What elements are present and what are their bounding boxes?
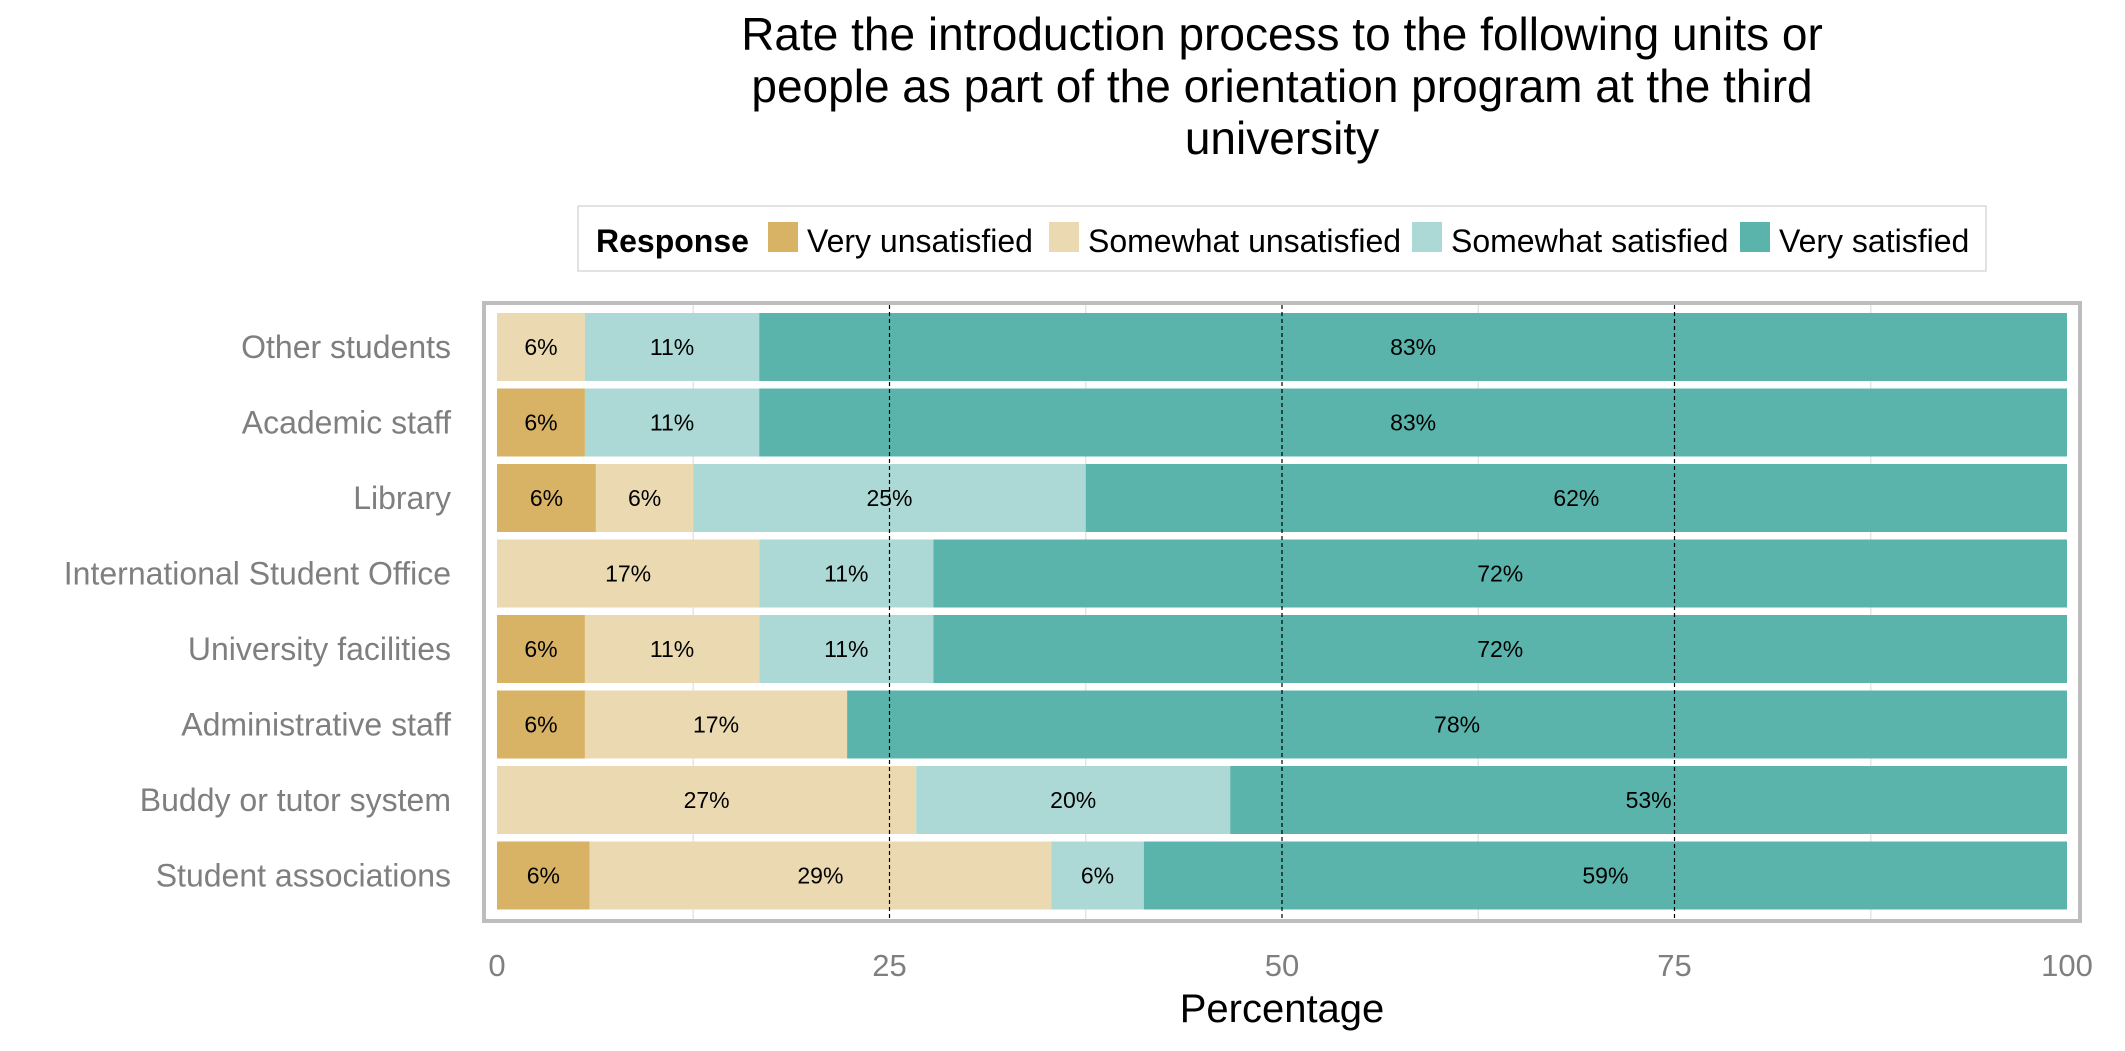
legend: Response Very unsatisfied Somewhat unsati… xyxy=(577,205,1987,272)
data-label: 83% xyxy=(1390,334,1436,360)
data-label: 6% xyxy=(524,410,557,436)
chart-title-line-1: Rate the introduction process to the fol… xyxy=(741,8,1823,60)
data-label: 17% xyxy=(605,561,651,587)
bar-segment xyxy=(595,464,694,532)
data-label: 29% xyxy=(797,863,843,889)
bar-segment xyxy=(847,690,2067,759)
data-label: 6% xyxy=(524,636,557,662)
x-tick-label: 75 xyxy=(1657,948,1691,983)
data-label: 6% xyxy=(524,712,557,738)
legend-label: Somewhat unsatisfied xyxy=(1088,223,1401,259)
bar-segment xyxy=(759,388,2068,457)
data-label: 11% xyxy=(650,334,694,360)
bar-segment xyxy=(497,539,760,608)
data-label: 6% xyxy=(527,863,560,889)
category-label: University facilities xyxy=(188,631,451,667)
data-label: 62% xyxy=(1553,485,1599,511)
category-label: Buddy or tutor system xyxy=(140,782,451,818)
bar-segment xyxy=(1051,841,1144,910)
bar-segment xyxy=(759,313,2068,381)
panel-border xyxy=(482,301,2082,923)
data-label: 17% xyxy=(693,712,739,738)
legend-label: Very unsatisfied xyxy=(807,223,1033,259)
data-label: 53% xyxy=(1626,787,1672,813)
bar-segment xyxy=(497,841,590,910)
data-label: 59% xyxy=(1582,863,1628,889)
x-axis-title: Percentage xyxy=(1180,987,1385,1031)
bar-segment xyxy=(584,313,760,381)
bar-segment xyxy=(584,615,760,683)
chart-title-line-3: university xyxy=(1185,112,1379,164)
bar-segment xyxy=(933,615,2068,683)
data-label: 72% xyxy=(1477,561,1523,587)
bar-segment xyxy=(497,313,585,381)
bar-segment xyxy=(1230,766,2067,834)
bar-segment xyxy=(497,690,585,759)
data-label: 11% xyxy=(824,636,868,662)
bar-segment xyxy=(759,539,934,608)
legend-swatch xyxy=(768,222,798,252)
category-label: Other students xyxy=(241,329,451,365)
x-tick-label: 100 xyxy=(2041,948,2093,983)
data-label: 83% xyxy=(1390,410,1436,436)
legend-swatch xyxy=(1049,222,1079,252)
category-label: Student associations xyxy=(156,858,451,894)
bar-segment xyxy=(759,615,934,683)
legend-swatch xyxy=(1740,222,1770,252)
x-tick-label: 50 xyxy=(1265,948,1299,983)
plot-area: 6% 11% 83% 6% 11% 83% 6% 6% 25% 62% 17% 11% 72% 6% 11%… xyxy=(64,301,2093,983)
bar-segment xyxy=(584,388,760,457)
data-label: 6% xyxy=(628,485,661,511)
bar-segment xyxy=(497,388,585,457)
x-tick-label: 0 xyxy=(488,948,505,983)
data-label: 27% xyxy=(684,787,730,813)
bar-segment xyxy=(589,841,1052,910)
legend-swatch xyxy=(1412,222,1442,252)
bar-segment xyxy=(1143,841,2067,910)
category-label: Library xyxy=(353,480,451,516)
legend-label: Very satisfied xyxy=(1779,223,1969,259)
data-label: 11% xyxy=(824,561,868,587)
data-label: 6% xyxy=(530,485,563,511)
data-label: 6% xyxy=(524,334,557,360)
data-label: 20% xyxy=(1050,787,1096,813)
chart-title: Rate the introduction process to the fol… xyxy=(741,8,1823,164)
bar-segment xyxy=(584,690,848,759)
bar-segment xyxy=(916,766,1231,834)
category-label: International Student Office xyxy=(64,556,451,592)
bar-segment xyxy=(933,539,2068,608)
data-label: 11% xyxy=(650,410,694,436)
x-tick-label: 25 xyxy=(872,948,906,983)
bar-segment xyxy=(497,615,585,683)
data-label: 72% xyxy=(1477,636,1523,662)
bar-segment xyxy=(497,766,917,834)
data-label: 11% xyxy=(650,636,694,662)
data-label: 78% xyxy=(1434,712,1480,738)
legend-label: Somewhat satisfied xyxy=(1451,223,1728,259)
category-label: Administrative staff xyxy=(181,707,451,743)
data-label: 6% xyxy=(1081,863,1114,889)
bar-segment xyxy=(1085,464,2067,532)
category-label: Academic staff xyxy=(242,405,451,441)
bar-segment xyxy=(497,464,596,532)
chart-title-line-2: people as part of the orientation progra… xyxy=(751,60,1812,112)
legend-title: Response xyxy=(596,223,749,259)
data-label: 25% xyxy=(866,485,912,511)
